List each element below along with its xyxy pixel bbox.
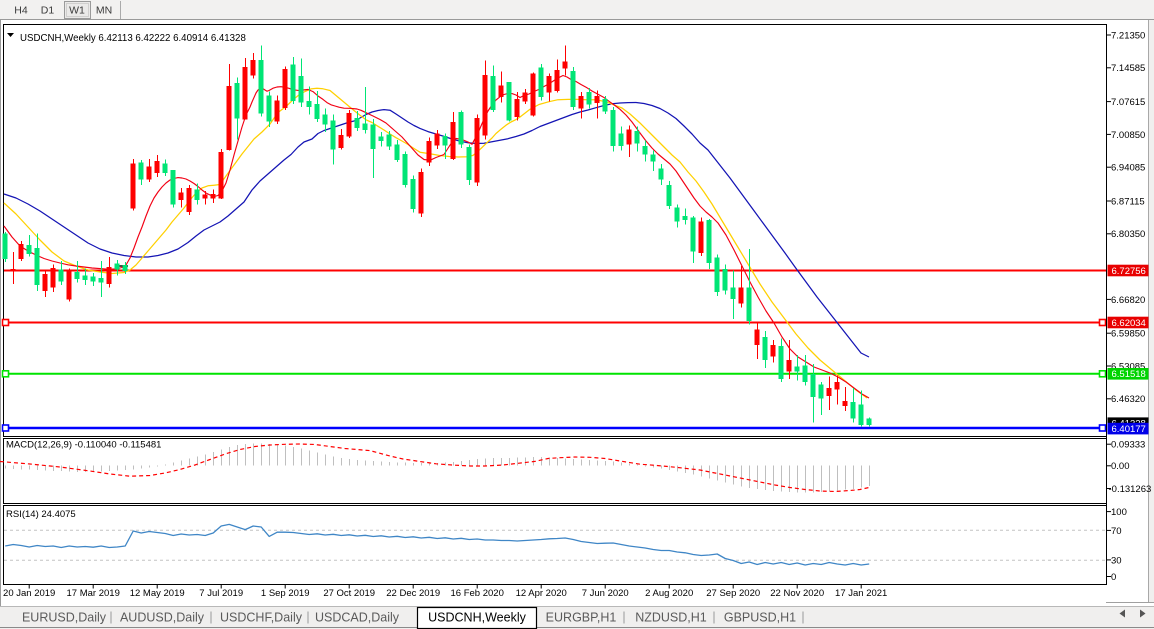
svg-text:22 Nov 2020: 22 Nov 2020 xyxy=(770,588,824,599)
svg-text:6.66820: 6.66820 xyxy=(1111,295,1145,306)
svg-text:EURGBP,H1: EURGBP,H1 xyxy=(546,611,617,625)
svg-text:1 Sep 2019: 1 Sep 2019 xyxy=(261,588,310,599)
svg-text:GBPUSD,H1: GBPUSD,H1 xyxy=(724,611,796,625)
svg-text:|: | xyxy=(712,610,715,624)
svg-text:|: | xyxy=(622,610,625,624)
svg-text:6.87115: 6.87115 xyxy=(1111,196,1145,207)
svg-text:6.53085: 6.53085 xyxy=(1111,361,1145,372)
svg-text:17 Jan 2021: 17 Jan 2021 xyxy=(835,588,887,599)
svg-text:6.80350: 6.80350 xyxy=(1111,229,1145,240)
svg-text:7 Jun 2020: 7 Jun 2020 xyxy=(582,588,629,599)
svg-text:12 Apr 2020: 12 Apr 2020 xyxy=(516,588,567,599)
svg-text:W1: W1 xyxy=(69,5,85,17)
svg-text:16 Feb 2020: 16 Feb 2020 xyxy=(451,588,504,599)
svg-text:RSI(14) 24.4075: RSI(14) 24.4075 xyxy=(6,509,76,520)
svg-text:6.72756: 6.72756 xyxy=(1112,266,1146,277)
svg-text:USDCNH,Weekly 6.42113 6.42222: USDCNH,Weekly 6.42113 6.42222 6.40914 6.… xyxy=(20,33,246,44)
svg-text:NZDUSD,H1: NZDUSD,H1 xyxy=(635,611,707,625)
svg-text:6.94085: 6.94085 xyxy=(1111,163,1145,174)
svg-text:20 Jan 2019: 20 Jan 2019 xyxy=(3,588,55,599)
svg-text:7.07615: 7.07615 xyxy=(1111,97,1145,108)
svg-text:D1: D1 xyxy=(41,5,55,17)
svg-text:17 Mar 2019: 17 Mar 2019 xyxy=(67,588,120,599)
svg-text:100: 100 xyxy=(1111,507,1127,518)
svg-text:|: | xyxy=(306,610,309,624)
svg-text:70: 70 xyxy=(1111,526,1122,537)
svg-text:AUDUSD,Daily: AUDUSD,Daily xyxy=(120,611,205,625)
svg-text:6.59850: 6.59850 xyxy=(1111,329,1145,340)
svg-text:6.62034: 6.62034 xyxy=(1112,318,1146,329)
svg-text:27 Oct 2019: 27 Oct 2019 xyxy=(323,588,375,599)
svg-text:|: | xyxy=(209,610,212,624)
svg-text:7.14585: 7.14585 xyxy=(1111,63,1145,74)
svg-text:USDCAD,Daily: USDCAD,Daily xyxy=(315,611,400,625)
svg-text:22 Dec 2019: 22 Dec 2019 xyxy=(386,588,440,599)
svg-text:-0.131263: -0.131263 xyxy=(1109,484,1152,495)
svg-text:MN: MN xyxy=(96,5,112,17)
svg-text:0.09333: 0.09333 xyxy=(1111,440,1145,451)
svg-text:6.51518: 6.51518 xyxy=(1112,369,1146,380)
svg-text:|: | xyxy=(801,610,804,624)
svg-text:0.00: 0.00 xyxy=(1111,461,1130,472)
svg-text:USDCHF,Daily: USDCHF,Daily xyxy=(220,611,303,625)
svg-text:7.21350: 7.21350 xyxy=(1111,30,1145,41)
svg-text:30: 30 xyxy=(1111,555,1122,566)
svg-text:USDCNH,Weekly: USDCNH,Weekly xyxy=(428,611,526,625)
svg-text:0: 0 xyxy=(1111,572,1116,583)
svg-text:EURUSD,Daily: EURUSD,Daily xyxy=(22,611,107,625)
svg-text:MACD(12,26,9) -0.110040 -0.115: MACD(12,26,9) -0.110040 -0.115481 xyxy=(6,440,161,451)
svg-text:7.00850: 7.00850 xyxy=(1111,130,1145,141)
svg-text:7 Jul 2019: 7 Jul 2019 xyxy=(199,588,243,599)
svg-text:6.46320: 6.46320 xyxy=(1111,394,1145,405)
svg-text:H4: H4 xyxy=(14,5,28,17)
svg-text:6.40177: 6.40177 xyxy=(1112,424,1146,435)
svg-text:|: | xyxy=(109,610,112,624)
svg-text:2 Aug 2020: 2 Aug 2020 xyxy=(645,588,693,599)
svg-text:12 May 2019: 12 May 2019 xyxy=(130,588,185,599)
svg-text:27 Sep 2020: 27 Sep 2020 xyxy=(706,588,760,599)
